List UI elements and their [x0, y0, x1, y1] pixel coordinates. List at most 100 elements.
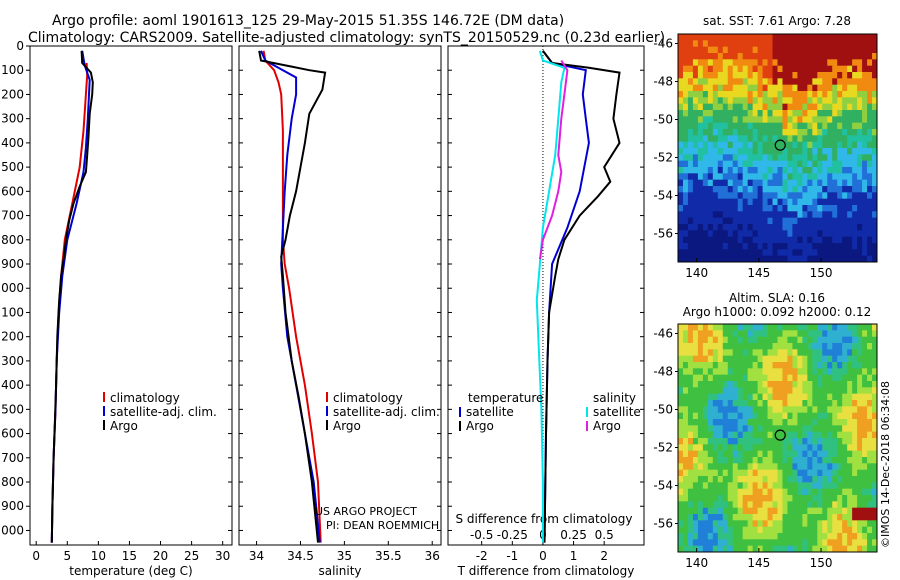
map-cell [807, 336, 813, 344]
map-cell [727, 141, 734, 149]
map-cell [867, 141, 873, 149]
map-cell [722, 186, 729, 193]
map-cell [827, 482, 833, 490]
map-cell [762, 160, 768, 168]
map-cell [872, 34, 878, 41]
map-cell [762, 482, 768, 490]
map-cell [812, 450, 818, 458]
map-cell [787, 78, 793, 86]
map-cell [752, 476, 759, 483]
map-cell [837, 444, 843, 452]
map-cell [767, 533, 773, 540]
map-cell [787, 330, 793, 338]
map-cell [807, 103, 813, 111]
map-cell [807, 141, 813, 149]
map-cell [817, 419, 823, 426]
map-cell [717, 224, 724, 231]
map-cell [857, 501, 863, 509]
map-cell [812, 545, 818, 553]
map-cell [817, 40, 823, 48]
map-cell [692, 444, 699, 452]
map-cell [817, 406, 823, 414]
map-cell [822, 495, 828, 502]
map-cell [692, 154, 699, 162]
map-cell [692, 545, 699, 553]
map-cell [707, 198, 714, 206]
map-cell [867, 34, 873, 41]
map-cell [712, 507, 719, 515]
map-cell [822, 431, 828, 439]
map-cell [782, 419, 788, 426]
map-cell [782, 53, 788, 60]
map-cell [777, 154, 783, 162]
map-cell [787, 116, 793, 124]
map-cell [727, 255, 734, 263]
map-cell [682, 425, 689, 433]
map-cell [792, 393, 798, 401]
map-cell [827, 249, 833, 257]
map-cell [752, 520, 759, 528]
map-cell [678, 381, 684, 388]
map-cell [842, 457, 848, 464]
map-cell [727, 148, 734, 155]
map-cell [732, 148, 739, 155]
map-cell [782, 65, 788, 73]
map-cell [862, 374, 868, 382]
map-cell [747, 72, 754, 79]
map-cell [752, 249, 759, 257]
map-cell [782, 205, 788, 212]
map-cell [762, 330, 768, 338]
map-cell [797, 362, 803, 369]
map-y-tick-label: -52 [653, 151, 673, 165]
map-cell [692, 400, 699, 407]
map-cell [772, 179, 778, 187]
map-cell [872, 381, 878, 388]
map-cell [827, 355, 833, 363]
map-cell [837, 324, 843, 331]
map-x-tick-label: 140 [685, 266, 708, 280]
map-cell [717, 173, 724, 181]
map-cell [762, 457, 768, 464]
map-cell [712, 141, 719, 149]
map-cell [702, 355, 709, 363]
map-cell [832, 457, 838, 464]
map-cell [837, 533, 843, 540]
map-cell [742, 217, 749, 225]
x-tick-label: 34 [249, 549, 264, 563]
map-cell [737, 243, 744, 250]
map-cell [827, 84, 833, 92]
map-cell [862, 495, 868, 502]
map-cell [742, 65, 749, 73]
map-cell [867, 425, 873, 433]
map-cell [732, 374, 739, 382]
map-cell [692, 349, 699, 357]
map-cell [697, 374, 704, 382]
map-cell [772, 249, 778, 257]
map-cell [717, 160, 724, 168]
map-cell [727, 431, 734, 439]
map-cell [812, 412, 818, 420]
map-cell [802, 46, 808, 54]
temperature-xlabel: temperature (deg C) [69, 564, 192, 578]
map-cell [772, 539, 778, 547]
map-cell [872, 53, 878, 60]
map-cell [682, 336, 689, 344]
map-cell [842, 84, 848, 92]
map-cell [702, 84, 709, 92]
map-cell [847, 173, 853, 181]
map-cell [852, 236, 858, 244]
map-cell [787, 211, 793, 219]
map-cell [867, 450, 873, 458]
map-cell [752, 336, 759, 344]
map-cell [827, 135, 833, 143]
map-cell [757, 160, 763, 168]
map-cell [717, 179, 724, 187]
map-cell [757, 243, 763, 250]
map-cell [807, 469, 813, 477]
map-cell [692, 78, 699, 86]
map-cell [872, 179, 878, 187]
map-cell [682, 173, 689, 181]
map-cell [837, 355, 843, 363]
map-cell [817, 224, 823, 231]
map-cell [842, 450, 848, 458]
